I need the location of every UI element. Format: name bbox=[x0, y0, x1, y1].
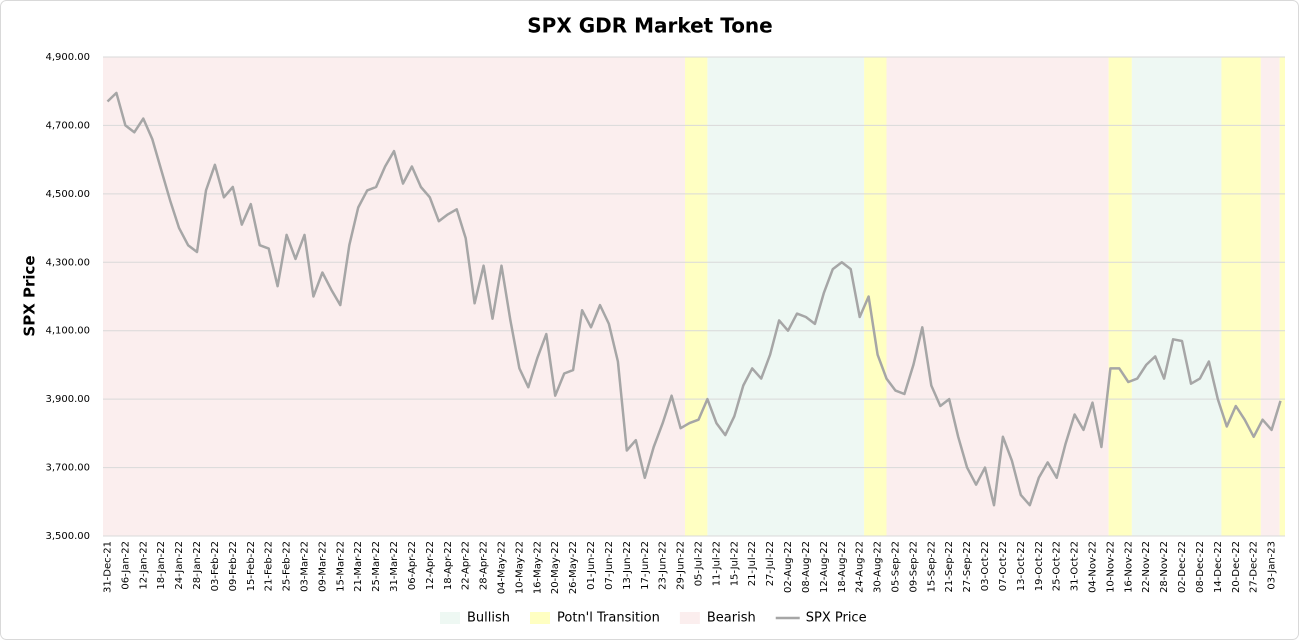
x-tick-label: 05-Jul-22 bbox=[693, 541, 704, 586]
x-tick-label: 23-Jun-22 bbox=[658, 541, 669, 590]
x-tick-label: 21-Sep-22 bbox=[944, 541, 955, 593]
x-tick-label: 25-Feb-22 bbox=[282, 541, 293, 591]
x-tick-label: 21-Mar-22 bbox=[353, 541, 364, 592]
tone-band bbox=[1279, 57, 1285, 536]
y-tick-label: 4,100.00 bbox=[45, 326, 90, 337]
chart-title: SPX GDR Market Tone bbox=[527, 14, 772, 38]
x-tick-label: 22-Apr-22 bbox=[461, 541, 472, 590]
x-tick-label: 27-Sep-22 bbox=[962, 541, 973, 593]
x-tick-label: 26-May-22 bbox=[568, 541, 579, 594]
x-tick-label: 03-Mar-22 bbox=[299, 541, 310, 592]
y-tick-label: 3,500.00 bbox=[45, 531, 90, 542]
x-tick-label: 22-Nov-22 bbox=[1141, 541, 1152, 593]
x-tick-label: 08-Dec-22 bbox=[1195, 541, 1206, 593]
x-tick-label: 13-Jun-22 bbox=[622, 541, 633, 590]
x-tick-label: 17-Jun-22 bbox=[640, 541, 651, 590]
x-tick-label: 21-Jul-22 bbox=[747, 541, 758, 586]
x-tick-label: 25-Mar-22 bbox=[371, 541, 382, 592]
x-tick-label: 05-Sep-22 bbox=[890, 541, 901, 593]
x-tick-label: 24-Aug-22 bbox=[855, 541, 866, 593]
x-tick-label: 13-Oct-22 bbox=[1016, 541, 1027, 591]
x-tick-label: 21-Feb-22 bbox=[264, 541, 275, 591]
y-tick-label: 4,900.00 bbox=[45, 52, 90, 63]
tone-band bbox=[886, 57, 1109, 536]
legend-swatch bbox=[440, 612, 460, 624]
x-tick-label: 02-Dec-22 bbox=[1177, 541, 1188, 593]
x-tick-label: 12-Apr-22 bbox=[425, 541, 436, 590]
x-tick-label: 09-Mar-22 bbox=[317, 541, 328, 592]
x-tick-label: 12-Jan-22 bbox=[138, 541, 149, 590]
legend-label: SPX Price bbox=[806, 611, 867, 626]
x-tick-label: 25-Oct-22 bbox=[1052, 541, 1063, 591]
y-tick-label: 3,700.00 bbox=[45, 463, 90, 474]
legend-label: Bullish bbox=[467, 611, 510, 626]
x-tick-label: 16-May-22 bbox=[532, 541, 543, 594]
tone-band bbox=[685, 57, 708, 536]
legend-swatch bbox=[530, 612, 551, 624]
x-tick-label: 19-Oct-22 bbox=[1034, 541, 1045, 591]
price-line bbox=[106, 91, 1282, 507]
x-tick-label: 20-Dec-22 bbox=[1231, 541, 1242, 593]
x-tick-label: 04-May-22 bbox=[496, 541, 507, 594]
x-tick-label: 28-Jan-22 bbox=[192, 541, 203, 590]
x-tick-label: 18-Jan-22 bbox=[156, 541, 167, 590]
x-tick-label: 11-Jul-22 bbox=[711, 541, 722, 586]
x-tick-label: 28-Apr-22 bbox=[479, 541, 490, 590]
tone-band bbox=[1221, 57, 1261, 536]
x-tick-label: 04-Nov-22 bbox=[1087, 541, 1098, 593]
legend-label: Potn'l Transition bbox=[557, 611, 660, 626]
x-tick-label: 15-Jul-22 bbox=[729, 541, 740, 586]
y-axis-label: SPX Price bbox=[21, 255, 39, 336]
x-tick-label: 09-Sep-22 bbox=[908, 541, 919, 593]
x-tick-label: 31-Oct-22 bbox=[1070, 541, 1081, 591]
legend-label: Bearish bbox=[707, 611, 756, 626]
tone-band bbox=[1260, 57, 1280, 536]
x-tick-label: 10-May-22 bbox=[514, 541, 525, 594]
x-tick-label: 15-Sep-22 bbox=[926, 541, 937, 593]
x-tick-label: 31-Dec-21 bbox=[102, 541, 113, 593]
y-tick-label: 3,900.00 bbox=[45, 394, 90, 405]
x-tick-label: 30-Aug-22 bbox=[873, 541, 884, 593]
y-tick-label: 4,500.00 bbox=[45, 189, 90, 200]
x-tick-label: 02-Aug-22 bbox=[783, 541, 794, 593]
tone-band bbox=[1131, 57, 1222, 536]
tone-band bbox=[1108, 57, 1132, 536]
tone-band bbox=[103, 57, 686, 536]
x-tick-label: 12-Aug-22 bbox=[819, 541, 830, 593]
x-tick-label: 15-Feb-22 bbox=[246, 541, 257, 591]
x-tick-label: 03-Feb-22 bbox=[210, 541, 221, 591]
x-tick-label: 31-Mar-22 bbox=[389, 541, 400, 592]
x-tick-label: 29-Jun-22 bbox=[676, 541, 687, 590]
x-tick-label: 07-Oct-22 bbox=[998, 541, 1009, 591]
x-tick-label: 27-Dec-22 bbox=[1249, 541, 1260, 593]
x-tick-label: 09-Feb-22 bbox=[228, 541, 239, 591]
x-tick-label: 03-Jan-23 bbox=[1267, 541, 1278, 590]
x-tick-label: 15-Mar-22 bbox=[335, 541, 346, 592]
y-tick-label: 4,700.00 bbox=[45, 120, 90, 131]
legend-swatch bbox=[679, 612, 700, 624]
x-tick-label: 03-Oct-22 bbox=[980, 541, 991, 591]
x-tick-label: 06-Apr-22 bbox=[407, 541, 418, 590]
x-tick-label: 18-Aug-22 bbox=[837, 541, 848, 593]
tone-band bbox=[707, 57, 865, 536]
x-tick-label: 06-Jan-22 bbox=[120, 541, 131, 590]
x-tick-label: 14-Dec-22 bbox=[1213, 541, 1224, 593]
x-tick-label: 10-Nov-22 bbox=[1105, 541, 1116, 593]
x-tick-label: 27-Jul-22 bbox=[765, 541, 776, 586]
x-tick-label: 16-Nov-22 bbox=[1123, 541, 1134, 593]
x-tick-label: 24-Jan-22 bbox=[174, 541, 185, 590]
x-tick-label: 28-Nov-22 bbox=[1159, 541, 1170, 593]
x-tick-label: 20-May-22 bbox=[550, 541, 561, 594]
x-tick-label: 01-Jun-22 bbox=[586, 541, 597, 590]
x-tick-label: 08-Aug-22 bbox=[801, 541, 812, 593]
x-tick-label: 18-Apr-22 bbox=[443, 541, 454, 590]
x-tick-label: 07-Jun-22 bbox=[604, 541, 615, 590]
y-tick-label: 4,300.00 bbox=[45, 257, 90, 268]
tone-band bbox=[864, 57, 887, 536]
